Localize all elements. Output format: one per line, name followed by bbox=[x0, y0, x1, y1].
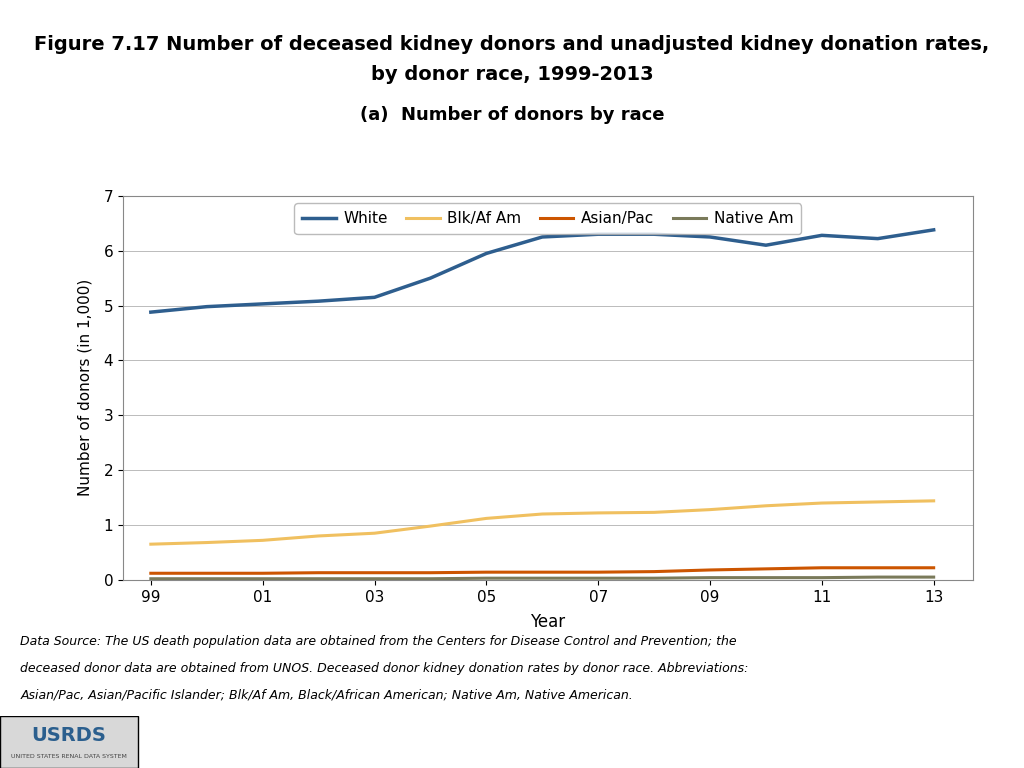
Blk/Af Am bbox=[537, 509, 549, 518]
White bbox=[592, 230, 604, 239]
Blk/Af Am bbox=[257, 536, 269, 545]
Blk/Af Am bbox=[871, 498, 884, 507]
White bbox=[424, 273, 436, 283]
Asian/Pac bbox=[201, 568, 213, 578]
Asian/Pac bbox=[928, 563, 940, 572]
White bbox=[257, 300, 269, 309]
White bbox=[816, 230, 828, 240]
Text: by donor race, 1999-2013: by donor race, 1999-2013 bbox=[371, 65, 653, 84]
Text: Asian/Pac, Asian/Pacific Islander; Blk/Af Am, Black/African American; Native Am,: Asian/Pac, Asian/Pacific Islander; Blk/A… bbox=[20, 689, 633, 702]
Line: White: White bbox=[151, 230, 934, 312]
Native Am bbox=[312, 574, 325, 584]
X-axis label: Year: Year bbox=[530, 613, 565, 631]
Native Am bbox=[369, 574, 381, 584]
Native Am bbox=[144, 574, 157, 584]
Native Am bbox=[648, 574, 660, 583]
Asian/Pac bbox=[369, 568, 381, 578]
Line: Asian/Pac: Asian/Pac bbox=[151, 568, 934, 573]
Line: Blk/Af Am: Blk/Af Am bbox=[151, 501, 934, 545]
Asian/Pac bbox=[144, 568, 157, 578]
White bbox=[760, 240, 772, 250]
Asian/Pac bbox=[760, 564, 772, 574]
Text: Figure 7.17 Number of deceased kidney donors and unadjusted kidney donation rate: Figure 7.17 Number of deceased kidney do… bbox=[35, 35, 989, 54]
Native Am bbox=[257, 574, 269, 584]
Native Am bbox=[703, 573, 716, 582]
Blk/Af Am bbox=[760, 502, 772, 511]
White bbox=[480, 249, 493, 258]
Native Am bbox=[424, 574, 436, 584]
White bbox=[703, 233, 716, 242]
Blk/Af Am bbox=[144, 540, 157, 549]
Native Am bbox=[537, 574, 549, 583]
Text: UNITED STATES RENAL DATA SYSTEM: UNITED STATES RENAL DATA SYSTEM bbox=[11, 754, 127, 759]
White bbox=[312, 296, 325, 306]
Text: USRDS: USRDS bbox=[32, 726, 106, 745]
Asian/Pac bbox=[480, 568, 493, 577]
White bbox=[144, 307, 157, 316]
White bbox=[537, 233, 549, 242]
Blk/Af Am bbox=[480, 514, 493, 523]
White bbox=[928, 225, 940, 234]
Line: Native Am: Native Am bbox=[151, 577, 934, 579]
Blk/Af Am bbox=[703, 505, 716, 515]
Text: Data Source: The US death population data are obtained from the Centers for Dise: Data Source: The US death population dat… bbox=[20, 635, 737, 648]
Asian/Pac bbox=[871, 563, 884, 572]
Asian/Pac bbox=[257, 568, 269, 578]
Asian/Pac bbox=[424, 568, 436, 578]
Asian/Pac bbox=[537, 568, 549, 577]
Blk/Af Am bbox=[369, 528, 381, 538]
Asian/Pac bbox=[816, 563, 828, 572]
White bbox=[201, 302, 213, 311]
Native Am bbox=[592, 574, 604, 583]
Asian/Pac bbox=[648, 567, 660, 576]
Blk/Af Am bbox=[928, 496, 940, 505]
Legend: White, Blk/Af Am, Asian/Pac, Native Am: White, Blk/Af Am, Asian/Pac, Native Am bbox=[295, 204, 801, 233]
Asian/Pac bbox=[592, 568, 604, 577]
FancyBboxPatch shape bbox=[0, 716, 138, 768]
Text: 29: 29 bbox=[972, 733, 998, 751]
Asian/Pac bbox=[703, 565, 716, 574]
Native Am bbox=[760, 573, 772, 582]
White bbox=[871, 234, 884, 243]
Text: deceased donor data are obtained from UNOS. Deceased donor kidney donation rates: deceased donor data are obtained from UN… bbox=[20, 662, 749, 675]
White bbox=[369, 293, 381, 302]
Native Am bbox=[871, 572, 884, 581]
Text: Vol 2, ESRD, Ch 7: Vol 2, ESRD, Ch 7 bbox=[417, 733, 607, 751]
Blk/Af Am bbox=[592, 508, 604, 518]
Native Am bbox=[816, 573, 828, 582]
Blk/Af Am bbox=[648, 508, 660, 517]
Blk/Af Am bbox=[816, 498, 828, 508]
Blk/Af Am bbox=[201, 538, 213, 547]
Asian/Pac bbox=[312, 568, 325, 578]
Native Am bbox=[201, 574, 213, 584]
Text: (a)  Number of donors by race: (a) Number of donors by race bbox=[359, 106, 665, 124]
Blk/Af Am bbox=[312, 531, 325, 541]
White bbox=[648, 230, 660, 239]
Native Am bbox=[480, 574, 493, 583]
Native Am bbox=[928, 572, 940, 581]
Y-axis label: Number of donors (in 1,000): Number of donors (in 1,000) bbox=[77, 280, 92, 496]
Blk/Af Am bbox=[424, 521, 436, 531]
